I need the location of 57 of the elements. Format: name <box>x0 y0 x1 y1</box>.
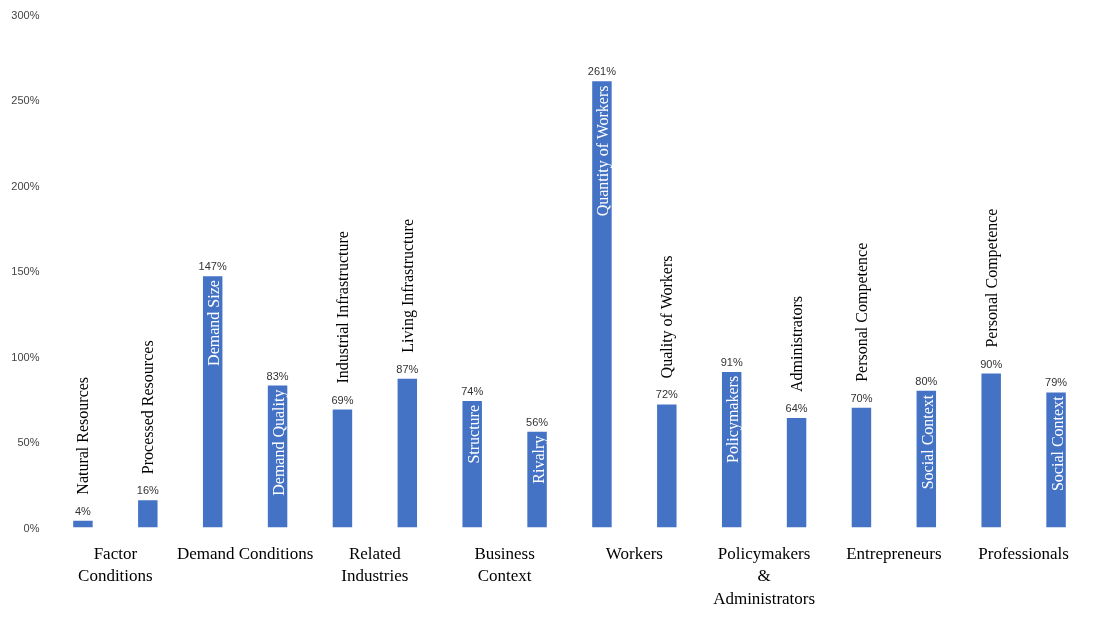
data-label: 90% <box>980 357 1003 370</box>
data-label: 74% <box>461 384 484 397</box>
y-tick-label: 250% <box>11 94 40 106</box>
data-label: 79% <box>1045 376 1068 389</box>
bar <box>981 373 1001 528</box>
bar <box>73 520 93 528</box>
text: Workers <box>605 543 663 563</box>
data-label: 16% <box>136 484 160 497</box>
data-label: 64% <box>785 402 808 415</box>
text: Entrepreneurs <box>846 543 942 563</box>
y-tick-label: 100% <box>11 350 40 363</box>
data-label: 70% <box>850 391 873 404</box>
x-tick-label: Living Infrastructure <box>398 219 417 353</box>
data-label: 83% <box>266 369 289 382</box>
x-tick-label: Industrial Infrastructure <box>333 231 351 384</box>
x-tick-label: Policymakers <box>724 375 743 463</box>
x-tick-label: Structure <box>464 404 482 464</box>
x-tick-label: Quality of Workers <box>658 255 677 379</box>
bar <box>592 81 612 528</box>
x-tick-label: Demand Quality <box>270 389 289 496</box>
data-label: 69% <box>331 393 354 406</box>
text: Factor Conditions <box>78 543 153 586</box>
data-label: 80% <box>915 374 938 387</box>
x-tick-label: Social Context <box>1048 395 1066 492</box>
y-tick-label: 200% <box>11 179 40 192</box>
bar <box>851 407 872 528</box>
data-label: 72% <box>655 388 679 401</box>
y-tick-label: 0% <box>23 521 40 534</box>
x-tick-label: Quantity of Workers <box>594 85 613 217</box>
bar <box>332 409 353 528</box>
text: Policymakers & Administrators <box>713 543 816 609</box>
y-tick-label: 300% <box>11 8 40 21</box>
data-label: 87% <box>396 362 419 375</box>
text: Business Context <box>474 543 535 586</box>
x-tick-label: Administrators <box>788 296 806 393</box>
bar <box>657 404 677 528</box>
y-tick-label: 150% <box>11 265 40 277</box>
data-label: 56% <box>526 415 549 428</box>
x-tick-label: Processed Resources <box>139 340 157 475</box>
text: Related Industries <box>341 543 409 586</box>
x-tick-label: Personal Competence <box>852 242 871 382</box>
bar <box>138 500 158 528</box>
bar <box>786 418 807 528</box>
data-label: 91% <box>720 355 743 368</box>
text: Demand Conditions <box>176 543 314 563</box>
text: Professionals <box>978 543 1069 563</box>
x-tick-label: Natural Resources <box>74 376 92 495</box>
bar <box>462 400 482 528</box>
data-label: 4% <box>74 504 92 517</box>
x-tick-label: Rivalry <box>529 435 548 484</box>
x-tick-label: Demand Size <box>205 280 223 366</box>
bar <box>397 378 418 528</box>
data-label: 261% <box>587 65 617 78</box>
y-tick-label: 50% <box>17 436 40 448</box>
x-tick-label: Personal Competence <box>982 208 1001 348</box>
x-tick-label: Social Context <box>918 394 936 490</box>
data-label: 147% <box>198 260 227 273</box>
